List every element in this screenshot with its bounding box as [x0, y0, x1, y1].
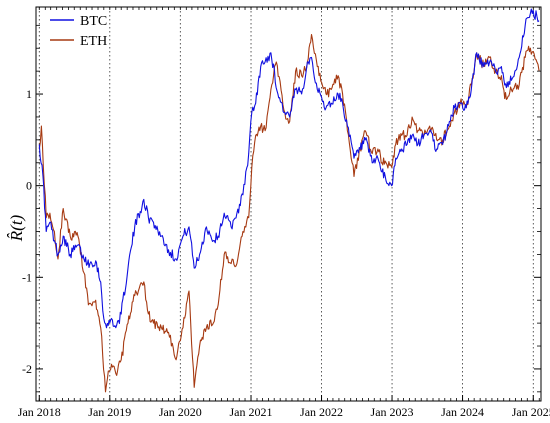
x-tick-label: Jan 2021 — [230, 405, 273, 419]
series-line-btc — [38, 8, 540, 329]
y-tick-label: -2 — [22, 362, 32, 376]
legend-label-btc: BTC — [80, 14, 107, 29]
y-tick-label: 0 — [26, 179, 32, 193]
legend: BTC ETH — [50, 14, 107, 49]
x-tick-label: Jan 2023 — [371, 405, 414, 419]
x-tick-label: Jan 2025 — [512, 405, 550, 419]
x-tick-label: Jan 2020 — [159, 405, 202, 419]
y-tick-label: 1 — [26, 87, 32, 101]
series-lines — [38, 8, 540, 393]
y-axis: -2 -1 0 1 — [22, 24, 541, 393]
y-tick-label: -1 — [22, 270, 32, 284]
x-tick-label: Jan 2024 — [441, 405, 484, 419]
x-tick-label: Jan 2019 — [88, 405, 131, 419]
x-axis: Jan 2018 Jan 2019 Jan 2020 Jan 2021 Jan 2022… — [18, 7, 550, 419]
y-axis-label: R̂(t) — [7, 214, 26, 242]
x-tick-label: Jan 2022 — [300, 405, 343, 419]
plot-frame — [35, 6, 542, 402]
gridlines — [38, 7, 534, 401]
x-tick-label: Jan 2018 — [18, 405, 61, 419]
legend-label-eth: ETH — [80, 34, 107, 49]
